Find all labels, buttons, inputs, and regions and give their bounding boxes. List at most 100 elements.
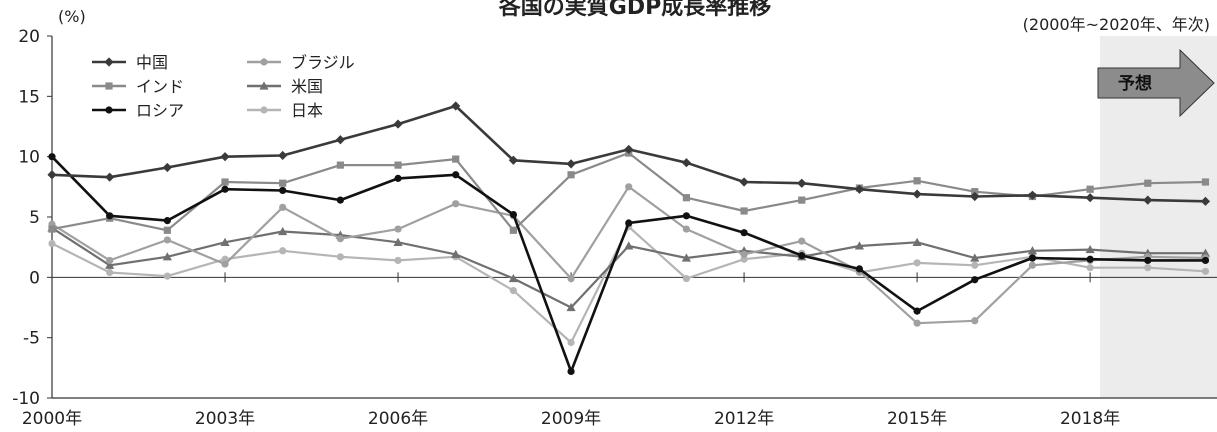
data-point	[394, 174, 402, 182]
data-point	[1027, 246, 1038, 255]
data-point	[394, 225, 402, 233]
data-point	[1201, 267, 1210, 275]
data-point	[220, 237, 230, 246]
data-point	[509, 210, 517, 219]
y-axis-unit: (%)	[58, 7, 86, 26]
data-point	[971, 188, 979, 196]
data-point	[625, 219, 633, 227]
data-point	[278, 150, 288, 161]
data-point	[335, 135, 345, 145]
data-point	[394, 161, 402, 169]
data-point	[105, 260, 115, 269]
y-tick-label: -10	[12, 389, 40, 409]
data-point	[798, 237, 806, 245]
data-point	[336, 196, 344, 204]
data-point	[452, 155, 460, 163]
data-point	[913, 319, 921, 327]
y-tick-label: -5	[23, 329, 40, 349]
data-point	[1144, 179, 1152, 187]
data-point	[1086, 185, 1094, 193]
data-point	[106, 256, 114, 265]
data-point	[567, 367, 575, 376]
data-point	[452, 171, 460, 179]
data-point	[740, 250, 748, 259]
data-point	[798, 252, 806, 260]
data-point	[1200, 196, 1211, 206]
data-point	[567, 274, 575, 283]
data-point	[221, 185, 229, 193]
data-point	[393, 119, 403, 129]
data-point	[47, 170, 57, 180]
data-point	[508, 273, 518, 283]
data-point	[336, 161, 344, 169]
legend-swatch-marker	[260, 106, 268, 114]
data-point	[798, 196, 806, 204]
data-point	[279, 203, 287, 211]
y-tick-label: 0	[29, 268, 40, 288]
data-point	[739, 177, 749, 187]
data-point	[105, 172, 115, 182]
data-point	[1143, 195, 1153, 205]
data-point	[162, 252, 172, 261]
data-point	[106, 212, 114, 220]
legend-swatch-marker	[105, 82, 113, 90]
data-point	[682, 274, 691, 283]
legend-swatch-marker	[260, 58, 268, 66]
data-point	[279, 179, 287, 187]
data-point	[221, 178, 229, 186]
x-tick-label: 2003年	[195, 409, 255, 429]
data-point	[509, 287, 517, 295]
data-point	[566, 159, 576, 169]
data-point	[855, 265, 864, 273]
data-point	[1027, 190, 1038, 200]
legend-label: 米国	[291, 77, 323, 96]
data-point	[797, 178, 807, 188]
data-point	[163, 226, 171, 234]
data-point	[163, 272, 171, 280]
data-point	[451, 101, 461, 111]
data-point	[740, 207, 748, 215]
chart-subtitle: (2000年~2020年、年次)	[1023, 15, 1210, 34]
x-tick-label: 2012年	[714, 409, 774, 429]
data-point	[1085, 244, 1095, 254]
data-point	[1144, 264, 1152, 272]
series-2	[48, 153, 1210, 376]
data-point	[451, 249, 461, 259]
data-point	[913, 259, 921, 267]
y-tick-label: 15	[18, 87, 40, 107]
data-point	[682, 225, 691, 233]
data-point	[279, 247, 287, 255]
legend-label: ブラジル	[291, 53, 355, 72]
x-tick-label: 2006年	[368, 409, 428, 429]
data-point	[971, 276, 979, 284]
data-point	[912, 189, 922, 199]
data-point	[163, 217, 171, 225]
legend-label: 中国	[136, 53, 168, 72]
data-point	[1201, 178, 1210, 186]
legend-label: インド	[136, 77, 184, 96]
data-point	[682, 194, 691, 202]
data-point	[336, 253, 344, 261]
data-point	[913, 307, 921, 315]
data-point	[1028, 261, 1037, 269]
data-point	[48, 153, 56, 161]
data-point	[220, 152, 230, 162]
data-point	[1200, 248, 1211, 257]
series-4	[47, 223, 1211, 312]
legend-swatch-marker	[104, 57, 114, 67]
data-point	[681, 253, 692, 262]
data-point	[970, 191, 980, 202]
legend-label: ロシア	[136, 101, 184, 120]
data-point	[971, 317, 979, 325]
x-tick-label: 2000年	[22, 409, 82, 429]
legend-swatch-marker	[105, 106, 113, 114]
chart-title: 各国の実質GDP成長率推移	[498, 0, 771, 20]
data-point	[854, 184, 865, 194]
x-tick-label: 2018年	[1060, 409, 1120, 429]
data-point	[681, 158, 692, 168]
data-point	[336, 235, 344, 243]
data-point	[162, 162, 172, 173]
data-point	[1086, 264, 1094, 272]
